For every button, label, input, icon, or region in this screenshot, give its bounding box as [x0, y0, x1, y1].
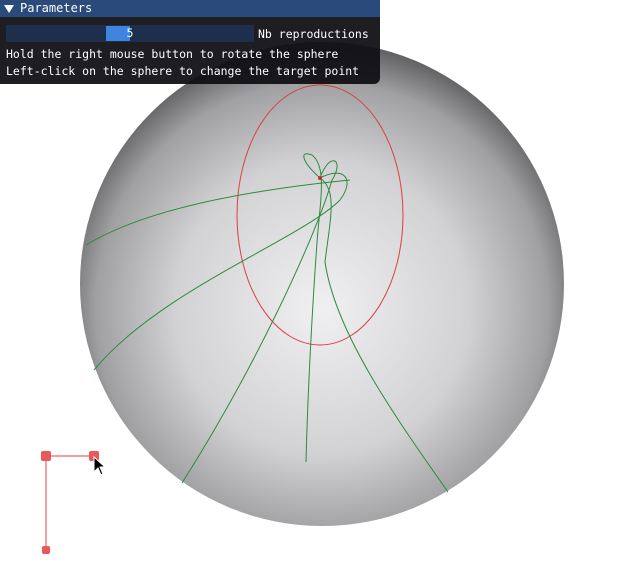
- triangle-down-icon[interactable]: [4, 4, 14, 13]
- nb-reproductions-slider[interactable]: 5: [6, 25, 254, 42]
- panel-title: Parameters: [20, 1, 93, 15]
- slider-label: Nb reproductions: [258, 27, 369, 41]
- target-point: [318, 176, 322, 180]
- instruction-target: Left-click on the sphere to change the t…: [6, 64, 360, 78]
- trajectory-1: [85, 179, 351, 246]
- gizmo[interactable]: [41, 451, 99, 554]
- slider-value: 5: [126, 26, 134, 40]
- sphere[interactable]: [80, 42, 564, 526]
- gizmo-x-handle[interactable]: [89, 451, 99, 461]
- mouse-pointer-icon: [93, 455, 107, 476]
- instruction-rotate: Hold the right mouse button to rotate th…: [6, 47, 339, 61]
- trajectory-5: [319, 177, 449, 493]
- trajectory-2: [93, 172, 348, 371]
- target-ellipse: [236, 84, 404, 346]
- parameters-panel: Parameters 5 Nb reproductions Hold the r…: [0, 0, 380, 84]
- gizmo-y-handle[interactable]: [42, 546, 50, 554]
- trajectory-4: [181, 160, 338, 484]
- trajectory-curves: [85, 153, 449, 493]
- slider-grab[interactable]: [106, 26, 130, 41]
- gizmo-origin-handle[interactable]: [41, 451, 51, 461]
- panel-titlebar[interactable]: Parameters: [0, 0, 380, 17]
